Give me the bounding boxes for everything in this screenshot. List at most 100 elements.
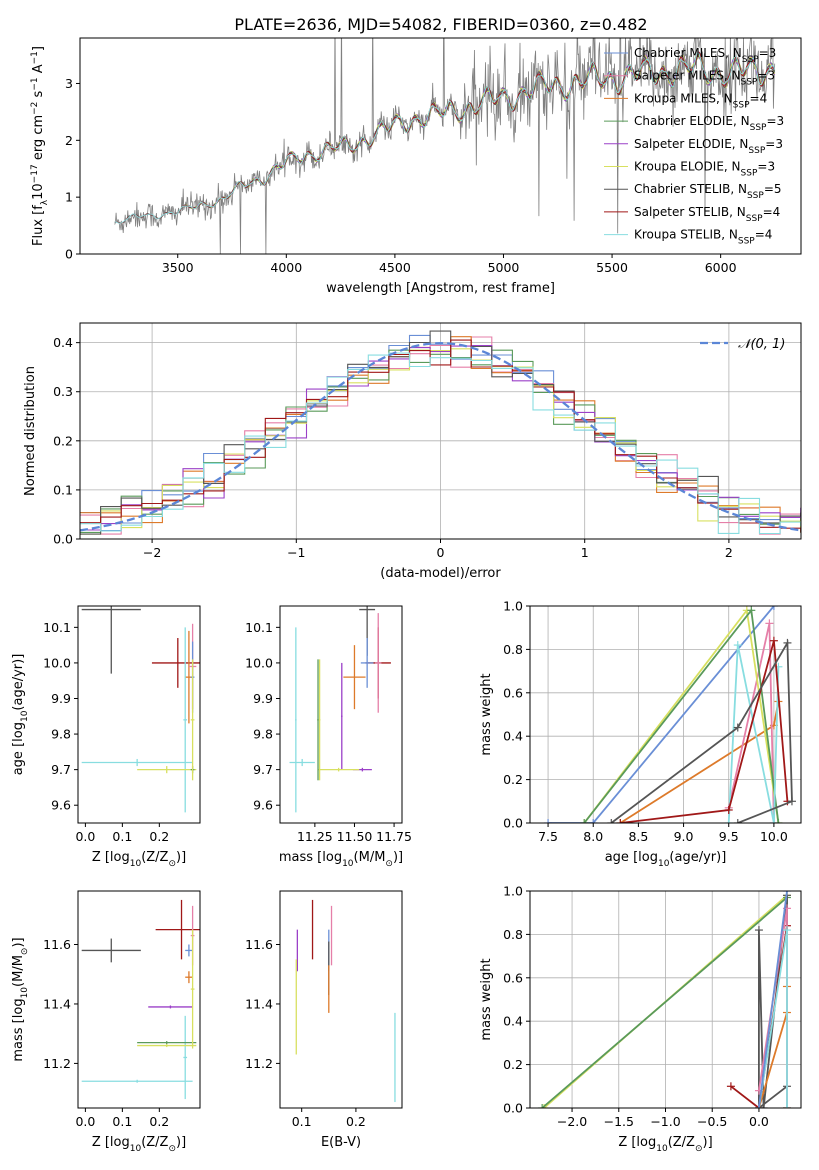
y-axis-label: mass weight	[479, 673, 494, 755]
error-point	[343, 645, 366, 710]
y-tick-label: 0.2	[503, 772, 523, 787]
error-point	[190, 659, 195, 781]
x-tick-label: −1.0	[650, 1114, 680, 1129]
label-part: erg cm	[31, 115, 46, 164]
x-tick-label: 4000	[270, 260, 302, 275]
label-part: Normed distribution	[23, 366, 38, 496]
label-part: (Z/Z	[668, 1135, 695, 1150]
label-part: mass [log	[11, 998, 26, 1061]
label-part: 10	[656, 1144, 668, 1154]
error-point	[375, 613, 382, 713]
label-part: Chabrier ELODIE, N	[634, 114, 750, 128]
axes-age-vs-Z: 0.0 0.1 0.29.69.79.89.910.010.1Z [log10(Z/…	[11, 605, 201, 869]
label-part: Kroupa ELODIE, N	[634, 160, 741, 174]
weight-marker	[787, 797, 796, 806]
error-point	[81, 938, 141, 963]
y-axis-label: mass [log10(M/M⊙)]	[11, 937, 30, 1061]
error-point	[341, 662, 343, 770]
legend-entry: Chabrier ELODIE, NSSP=3	[634, 114, 784, 133]
label-part: )]	[703, 1135, 713, 1150]
error-point	[289, 758, 315, 767]
x-axis-label: E(B-V)	[321, 1135, 361, 1150]
label-part: Z [log	[618, 1135, 656, 1150]
axes-age-vs-mass: 11.25 11.50 11.75 9.6 9.7 9.8 9.9 10.0 10.1 mass …	[245, 605, 412, 869]
plots-layer: 3500 4000 4500 5000 5500 6000 0 1 2 3 wavelength […	[11, 37, 802, 1154]
y-tick-label: 0.0	[503, 1101, 523, 1116]
label-part: −1	[30, 51, 40, 64]
axes-mass-vs-Z: 0.0 0.1 0.211.211.411.6Z [log10(Z/Z⊙)]mass…	[11, 890, 201, 1154]
error-point	[295, 627, 297, 813]
error-point	[137, 1044, 197, 1048]
x-tick-label: 1	[581, 545, 589, 560]
x-tick-label: 6000	[705, 260, 737, 275]
error-point	[81, 606, 141, 674]
y-tick-label: 11.6	[245, 937, 273, 952]
legend-entry: Salpeter MILES, NSSP=3	[634, 69, 775, 88]
weight-marker	[747, 606, 756, 615]
error-point	[318, 659, 321, 781]
label-part: =4	[750, 91, 768, 105]
y-tick-label: 10.1	[245, 620, 273, 635]
label-part: (M/M	[354, 850, 386, 865]
axes-weight-vs-age: 7.5 8.0 8.5 9.0 9.5 10.0 0.0 0.2 0.4 0.6 0.8 1.0 age…	[479, 599, 802, 869]
label-part: wavelength [Angstrom, rest frame]	[326, 281, 555, 296]
y-tick-label: 10.0	[43, 655, 71, 670]
error-point	[183, 1015, 188, 1100]
weight-marker	[769, 606, 778, 610]
weight-marker	[754, 1104, 763, 1108]
x-tick-label: 0.2	[149, 829, 169, 844]
weight-line	[727, 644, 780, 823]
label-part: =3	[757, 69, 775, 83]
label-part: Z [log	[92, 1135, 130, 1150]
label-part: age [log	[11, 722, 26, 775]
weight-line	[620, 640, 789, 823]
axes-frame	[77, 605, 201, 824]
plot-area	[295, 899, 396, 1103]
error-point	[185, 944, 193, 957]
y-tick-label: 1	[65, 190, 73, 205]
weight-marker	[769, 636, 778, 645]
label-part: ]	[31, 46, 46, 51]
y-axis-label: mass weight	[479, 958, 494, 1040]
label-part: 10	[658, 859, 670, 869]
label-part: =4	[763, 205, 781, 219]
plot-area	[544, 606, 796, 823]
axes-frame	[279, 890, 403, 1109]
y-tick-label: 9.9	[51, 691, 71, 706]
weight-marker	[733, 723, 742, 732]
x-tick-label: 9.0	[674, 829, 694, 844]
weight-marker	[782, 926, 791, 935]
error-point	[317, 659, 319, 781]
error-point	[360, 638, 374, 688]
spectrum-model	[114, 52, 776, 224]
label-part: SSP	[742, 55, 759, 65]
axes-frame	[279, 605, 403, 824]
residual-histogram	[80, 349, 801, 533]
error-point	[137, 1041, 197, 1045]
label-part: Salpeter STELIB, N	[634, 205, 746, 219]
y-tick-label: 0.2	[503, 1057, 523, 1072]
axes-spectrum: 3500 4000 4500 5000 5500 6000 0 1 2 3 wavelength […	[30, 37, 802, 296]
legend-entry: Kroupa ELODIE, NSSP=3	[634, 160, 775, 179]
y-tick-label: 11.2	[43, 1056, 71, 1071]
label-part: ⊙	[695, 1144, 703, 1154]
label-part: Kroupa MILES, N	[634, 91, 733, 105]
y-axis-label: Normed distribution	[23, 366, 38, 496]
label-part: =5	[764, 182, 782, 196]
y-tick-label: 9.6	[51, 798, 71, 813]
x-tick-label: 8.0	[583, 829, 603, 844]
x-axis-label: Z [log10(Z/Z⊙)]	[92, 850, 186, 869]
y-tick-label: 0.2	[53, 433, 73, 448]
error-point	[137, 766, 197, 774]
weight-marker	[544, 819, 553, 823]
x-tick-label: 0.1	[112, 1114, 132, 1129]
error-point	[155, 899, 200, 960]
label-part: A	[31, 64, 46, 77]
error-point	[81, 758, 193, 767]
weight-marker	[724, 805, 733, 814]
x-tick-label: 10.0	[760, 829, 788, 844]
x-tick-label: −2.0	[557, 1114, 587, 1129]
error-point	[183, 627, 188, 813]
y-tick-label: 0.0	[503, 816, 523, 831]
